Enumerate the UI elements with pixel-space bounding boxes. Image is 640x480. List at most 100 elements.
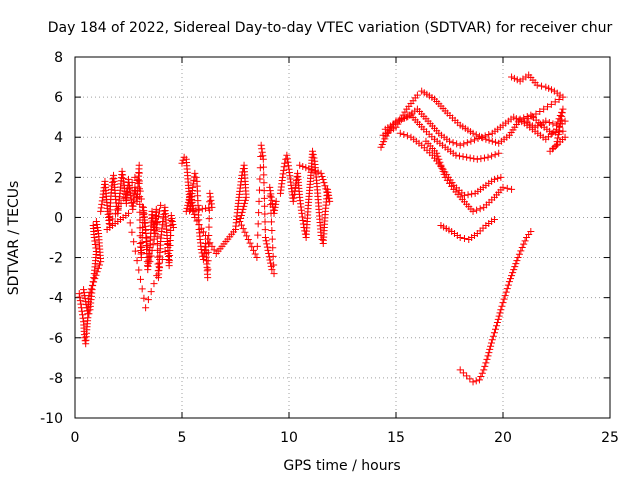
- data-point: [283, 151, 291, 159]
- data-point: [433, 149, 441, 157]
- data-point: [135, 169, 143, 177]
- data-point: [299, 220, 307, 228]
- data-point: [516, 115, 524, 123]
- data-point: [119, 174, 127, 182]
- data-point: [561, 117, 569, 125]
- data-point: [520, 240, 528, 248]
- data-point: [152, 205, 160, 213]
- data-point: [401, 108, 409, 116]
- data-point: [158, 256, 166, 264]
- data-point: [394, 117, 402, 125]
- data-point: [272, 200, 280, 208]
- data-point: [509, 269, 517, 277]
- data-point: [317, 169, 325, 177]
- data-point: [260, 187, 268, 195]
- data-point: [204, 257, 212, 265]
- data-point: [195, 205, 203, 213]
- data-point: [463, 372, 471, 380]
- data-point: [404, 113, 412, 121]
- data-point: [320, 179, 328, 187]
- data-point: [206, 239, 214, 247]
- data-point: [399, 111, 407, 119]
- data-point: [191, 169, 199, 177]
- data-point: [504, 281, 512, 289]
- data-point: [83, 307, 91, 315]
- x-tick-labels: 0 5 10 15 20 25: [71, 430, 619, 446]
- data-point: [87, 285, 95, 293]
- data-point: [528, 112, 536, 120]
- data-point: [143, 234, 151, 242]
- data-point: [202, 204, 210, 212]
- data-point: [205, 204, 213, 212]
- data-point: [187, 192, 195, 200]
- data-point: [553, 141, 560, 149]
- data-point: [261, 226, 269, 234]
- data-point: [323, 188, 331, 196]
- data-point: [513, 76, 521, 84]
- data-point: [260, 179, 268, 187]
- data-point: [269, 252, 277, 260]
- data-point: [279, 173, 287, 181]
- data-point: [204, 235, 212, 243]
- data-point: [536, 108, 544, 116]
- data-point: [254, 220, 262, 228]
- data-point: [261, 234, 269, 241]
- data-point: [152, 224, 160, 232]
- data-point: [533, 81, 541, 89]
- data-point: [91, 241, 99, 249]
- data-point: [488, 152, 496, 160]
- data-point: [135, 179, 143, 187]
- data-point: [260, 171, 268, 179]
- data-point: [280, 166, 288, 174]
- data-point: [455, 152, 463, 160]
- data-point: [98, 197, 106, 205]
- data-point: [241, 199, 249, 207]
- data-point: [76, 297, 84, 305]
- y-tick-label: 6: [54, 90, 63, 106]
- series-descending-tail: [456, 227, 535, 386]
- data-point: [515, 250, 523, 258]
- data-point: [261, 202, 269, 210]
- data-point: [260, 194, 268, 202]
- data-point: [514, 254, 522, 262]
- series-early-dip: [75, 217, 105, 348]
- series-curve-F: [437, 215, 498, 244]
- data-point: [460, 191, 468, 199]
- data-point: [266, 183, 274, 191]
- data-point: [435, 155, 443, 163]
- data-point: [263, 243, 271, 251]
- data-point: [98, 200, 106, 208]
- axis-ticks: [74, 56, 611, 419]
- data-point: [545, 84, 553, 92]
- data-point: [241, 228, 249, 236]
- data-point: [97, 258, 105, 266]
- data-point: [549, 120, 557, 128]
- y-tick-label: -8: [49, 371, 63, 387]
- data-point: [127, 191, 135, 199]
- data-point: [109, 215, 117, 223]
- data-point: [207, 200, 215, 208]
- data-point: [198, 205, 206, 213]
- data-point: [125, 184, 133, 192]
- data-point: [485, 349, 493, 357]
- data-point: [396, 129, 404, 137]
- data-point: [204, 274, 212, 282]
- y-tick-label: -2: [49, 251, 63, 267]
- data-point: [156, 207, 164, 215]
- data-point: [148, 246, 156, 254]
- data-point: [253, 242, 261, 250]
- data-point: [86, 288, 94, 296]
- series-upper-right-band: [508, 71, 569, 155]
- data-point: [260, 163, 268, 171]
- data-point: [261, 210, 269, 218]
- data-point: [164, 240, 172, 248]
- data-point: [449, 139, 457, 147]
- x-tick-label: 15: [387, 430, 405, 446]
- data-point: [266, 187, 274, 195]
- data-point: [487, 342, 495, 350]
- data-point: [208, 242, 216, 250]
- series-midday-cluster: [178, 141, 280, 282]
- data-point: [167, 211, 175, 219]
- y-tick-label: -4: [49, 291, 63, 307]
- data-point: [473, 155, 481, 163]
